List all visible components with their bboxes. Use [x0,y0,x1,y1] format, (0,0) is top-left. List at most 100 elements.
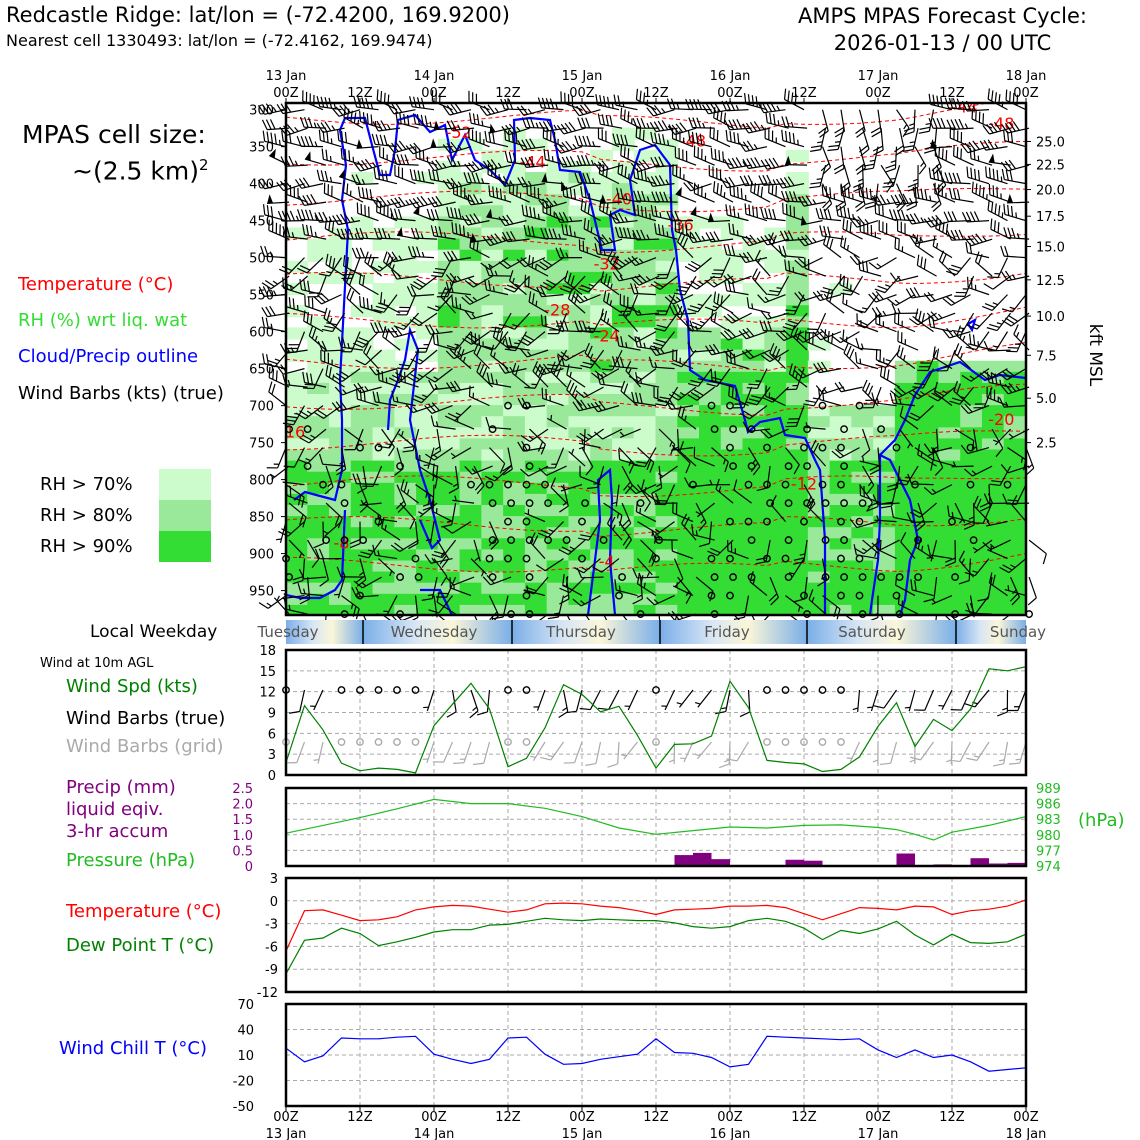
wind-barb [316,169,342,185]
rh-cell [916,438,940,451]
rh-cell [372,405,396,418]
rh-cell [286,560,309,573]
rh-cell [481,349,505,362]
cell-size-text: ~(2.5 km) [72,156,199,186]
rh-cell [851,560,875,573]
wind-barb-feather [258,286,265,297]
legend-rh70-swatch [159,469,211,500]
wind-barb-feather [298,568,305,580]
rh-cell [524,394,548,407]
rh-cell [764,460,788,473]
rh-cell [416,260,439,273]
wind-barb-feather [728,119,735,130]
rh-cell [416,604,439,615]
rh-cell [633,294,657,307]
wind-barb-feather [339,213,347,224]
wind-barb [279,124,308,136]
station-title: Redcastle Ridge: lat/lon = (-72.4200, 16… [6,3,510,27]
wind-barb-feather [724,119,731,131]
wind-barb-shaft [323,158,345,166]
wind-barb-feather [266,467,278,469]
rh-cell [459,205,483,218]
wind-barb-feather [322,130,325,142]
wind-barb [318,129,342,148]
rh-cell [742,604,766,615]
wind-barb-feather [361,187,365,199]
wind-barb-feather [303,279,307,291]
wind-barb-feather [279,268,290,274]
wind-barb [346,287,364,314]
wind-barb-feather [815,207,820,219]
cell-size-exponent: 2 [199,156,209,174]
rh-cell [503,571,526,584]
wind-barb-shaft [305,305,327,314]
rh-cell [503,249,526,262]
rh-cell [655,172,679,185]
cloud-outline [966,317,977,333]
rh-cell [503,416,526,429]
wind-barb [323,307,342,333]
rh-cell [960,571,983,584]
wind-barb-feather [340,147,343,159]
rh-cell [307,382,331,396]
rh-cell [873,471,896,484]
rh-cell [416,305,439,318]
wind-barb [316,121,345,133]
rh-cell [1003,471,1026,484]
wind-barb-feather [341,277,353,280]
rh-cell [546,338,570,351]
rh-cell [329,571,352,584]
wind-barb-feather [309,373,313,385]
rh-cell [742,482,766,495]
weekday-bar-title: Local Weekday [90,622,218,642]
wind-barb-feather [294,179,303,189]
rh-cell [894,449,918,462]
wind-barb-feather [299,598,310,605]
rh-cell [873,604,896,615]
rh-cell [546,271,570,285]
rh-cell [786,260,809,273]
wind-barb-half-feather [313,122,317,128]
wind-barb-shaft [412,106,435,111]
wind-barb-feather [327,184,330,195]
rh-cell [655,604,679,615]
wind-barb-feather [765,111,768,123]
legend-rh: RH (%) wrt liq. wat [18,310,188,331]
wind-barb-feather [262,204,266,215]
rh-cell [829,482,853,495]
rh-cell [286,549,309,562]
rh-cell [481,438,505,451]
wind-barb-shaft [304,576,327,580]
wind-barb-feather [316,294,326,303]
temperature-isotherm [286,342,1026,372]
rh-cell [829,405,853,418]
rh-cell [546,571,570,584]
wind-barb [818,109,829,138]
wind-barb-feather [346,287,352,299]
wind-barb-feather [349,290,355,302]
wind-barb-flag [304,151,311,161]
wind-barb-feather [266,131,270,143]
rh-cell [851,571,875,584]
wind-barb-feather [314,548,321,560]
rh-cell [372,449,396,462]
wind-barb-feather [693,99,699,110]
rh-cell [546,260,570,273]
wind-barb-half-feather [305,457,311,462]
rh-cell [286,260,309,273]
rh-cell [938,604,962,615]
wind-barb-feather [359,295,362,307]
wind-barb [688,117,715,129]
rh-cell [503,216,526,229]
rh-cell [981,560,1005,573]
wind-barb-feather [383,135,388,146]
rh-cell [699,394,722,407]
rh-cell [307,438,331,451]
rh-cell [459,504,483,518]
rh-cell [481,449,505,462]
rh-cell [786,516,809,529]
wind-barb-feather [323,182,326,194]
wind-barb-half-feather [555,103,559,110]
wind-barb [318,257,343,277]
rh-cell [916,460,940,473]
